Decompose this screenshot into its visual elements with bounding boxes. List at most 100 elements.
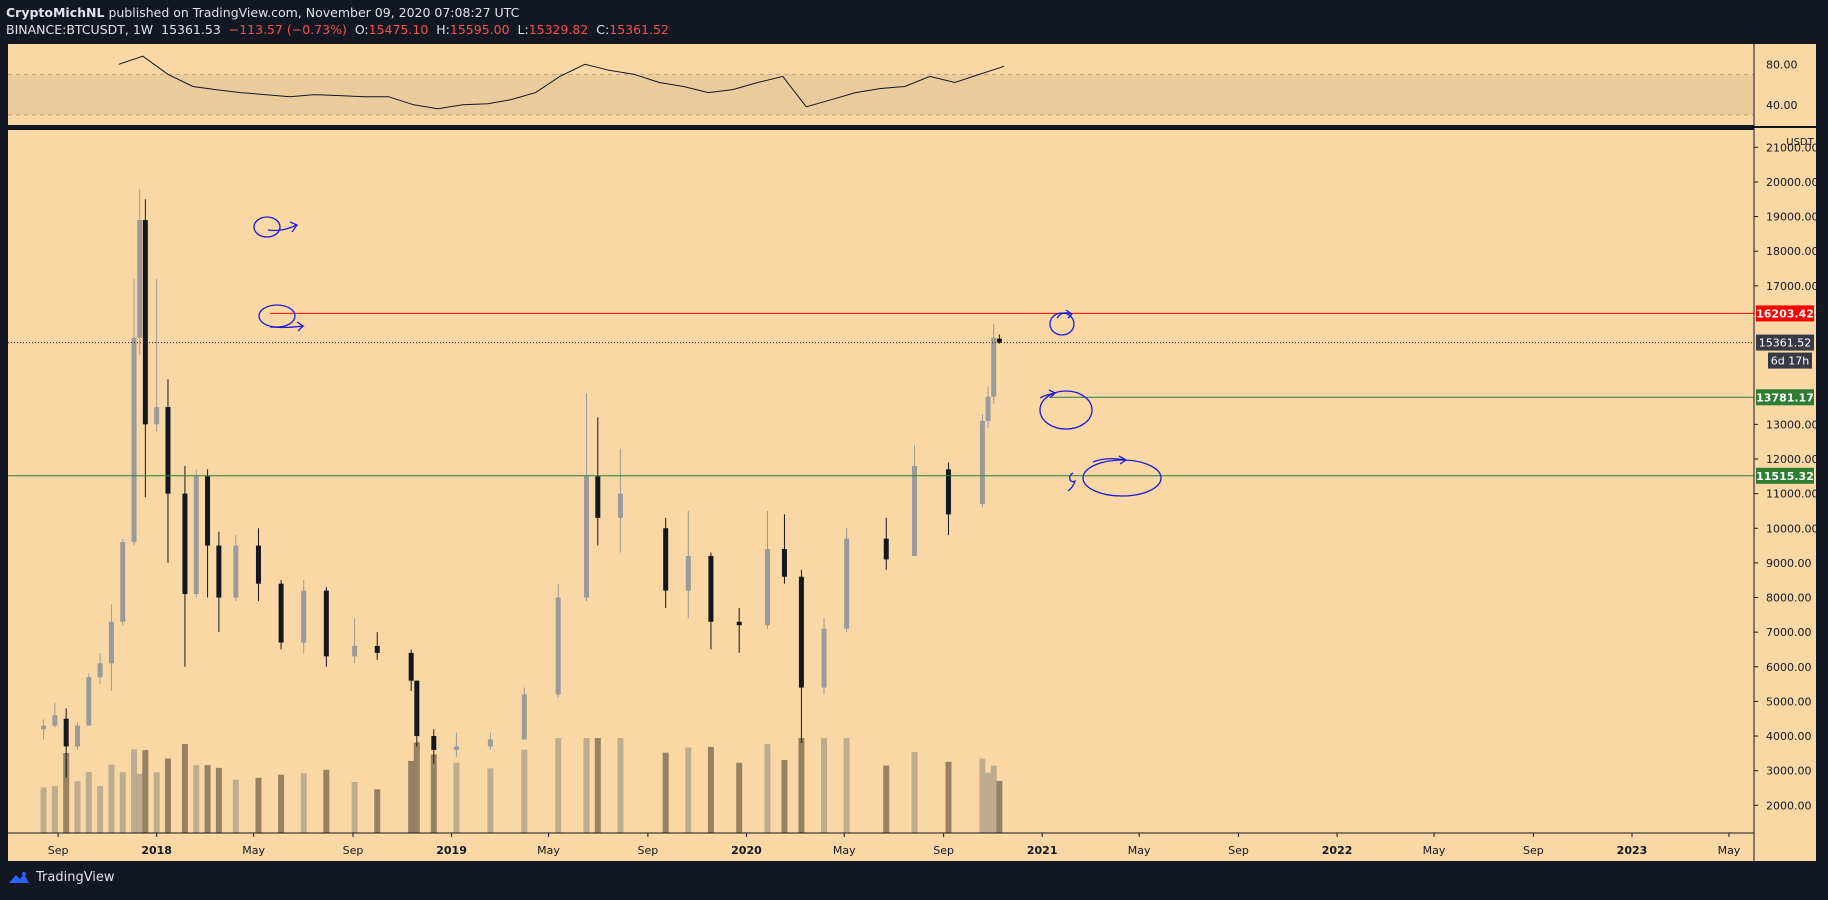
candle-body	[798, 576, 804, 688]
volume-bar	[617, 738, 624, 833]
candle-body	[663, 528, 669, 591]
low-label: L:	[517, 22, 529, 37]
volume-bar	[136, 773, 143, 833]
time-tick-label: May	[242, 844, 265, 857]
price-background	[8, 130, 1754, 833]
volume-bar	[883, 765, 890, 833]
rsi-band	[8, 74, 1754, 115]
candle-body	[205, 476, 211, 546]
price-axis-unit: USDT	[1786, 137, 1814, 148]
candle-body	[414, 680, 420, 737]
countdown-label: 6d 17h	[1771, 355, 1809, 368]
price-tick-label: 9000.00	[1766, 557, 1812, 570]
volume-bar	[164, 758, 171, 833]
author-name[interactable]: CryptoMichNL	[6, 5, 105, 20]
price-change: −113.57 (−0.73%)	[228, 22, 347, 37]
close-value: 15361.52	[609, 22, 669, 37]
price-tick-label: 18000.00	[1766, 245, 1819, 258]
candle-body	[555, 597, 561, 695]
candle-body	[74, 725, 80, 747]
price-tick-label: 6000.00	[1766, 661, 1812, 674]
volume-bar	[521, 749, 528, 833]
volume-bar	[97, 786, 104, 833]
volume-bar	[408, 760, 415, 833]
candle-body	[154, 407, 160, 425]
annotation-arrow-support-lower	[1092, 455, 1127, 465]
time-tick-label: May	[833, 844, 856, 857]
volume-bar	[108, 764, 115, 833]
hand-annotations	[253, 216, 1162, 497]
volume-bar	[583, 738, 590, 833]
candle-body	[352, 645, 358, 657]
candle-body	[431, 736, 437, 750]
brand-label[interactable]: TradingView	[36, 870, 115, 885]
time-tick-label: 2023	[1617, 844, 1648, 857]
price-tick-label: 11000.00	[1766, 488, 1819, 501]
open-label: O:	[354, 22, 369, 37]
publish-line: CryptoMichNL published on TradingView.co…	[6, 4, 669, 21]
candle-body	[374, 645, 380, 653]
price-panel[interactable]	[8, 130, 1754, 833]
price-tick-label: 19000.00	[1766, 211, 1819, 224]
candle-body	[142, 220, 148, 425]
candle-body	[408, 652, 414, 681]
volume-bar	[85, 771, 92, 833]
candle-body	[278, 583, 284, 643]
volume-bar	[911, 752, 918, 833]
price-tick-label: 21000.00	[1766, 141, 1819, 154]
volume-bar	[685, 747, 692, 833]
volume-bar	[232, 779, 239, 833]
candle-body	[985, 396, 991, 421]
high-value: 15595.00	[449, 22, 510, 37]
volume-bar	[662, 752, 669, 833]
high-label: H:	[436, 22, 450, 37]
rsi-tick-label: 40.00	[1766, 99, 1798, 112]
tradingview-logo-icon[interactable]	[8, 871, 30, 885]
time-tick-label: Sep	[48, 844, 69, 857]
level-badge	[1756, 467, 1814, 484]
rsi-panel[interactable]	[8, 44, 1754, 125]
candle-body	[63, 718, 69, 747]
volume-bar	[821, 738, 828, 833]
volume-bar	[985, 772, 992, 833]
last-price-label: 15361.52	[1759, 337, 1812, 350]
candle-body	[137, 220, 143, 338]
price-tick-label: 13000.00	[1766, 418, 1819, 431]
candle-body	[323, 590, 329, 657]
price-tick-label: 4000.00	[1766, 730, 1812, 743]
candle-body	[182, 493, 188, 595]
time-tick-label: May	[1128, 844, 1151, 857]
level-label: 11515.32	[1756, 470, 1814, 483]
price-axis-background	[1754, 44, 1816, 861]
volume-bar	[764, 744, 771, 833]
candle-body	[108, 621, 114, 664]
candle-body	[301, 590, 307, 643]
volume-bar	[40, 787, 47, 833]
time-tick-label: Sep	[1523, 844, 1544, 857]
volume-bar	[63, 753, 70, 833]
annotation-mark-support-lower	[1067, 472, 1077, 492]
time-tick-label: May	[1423, 844, 1446, 857]
volume-bar	[979, 758, 986, 833]
volume-bar	[193, 765, 200, 833]
time-tick-label: 2018	[141, 844, 172, 857]
candle-body	[233, 545, 239, 598]
volume-bar	[278, 774, 285, 833]
open-value: 15475.10	[368, 22, 429, 37]
candle-body	[41, 725, 47, 730]
ohlc-line: BINANCE:BTCUSDT, 1W 15361.53 −113.57 (−0…	[6, 21, 669, 38]
rsi-tick-label: 80.00	[1766, 58, 1798, 71]
candle-body	[52, 715, 58, 726]
volume-bar	[181, 744, 188, 833]
time-axis-background	[8, 833, 1754, 861]
volume-bar	[555, 738, 562, 833]
candle-body	[685, 555, 691, 591]
volume-bar	[215, 767, 222, 833]
volume-bar	[736, 762, 743, 833]
rsi-line	[118, 55, 1005, 110]
symbol-label[interactable]: BINANCE:BTCUSDT, 1W	[6, 22, 154, 37]
level-badge	[1756, 389, 1814, 406]
volume-bar	[323, 769, 330, 833]
price-tick-label: 3000.00	[1766, 765, 1812, 778]
